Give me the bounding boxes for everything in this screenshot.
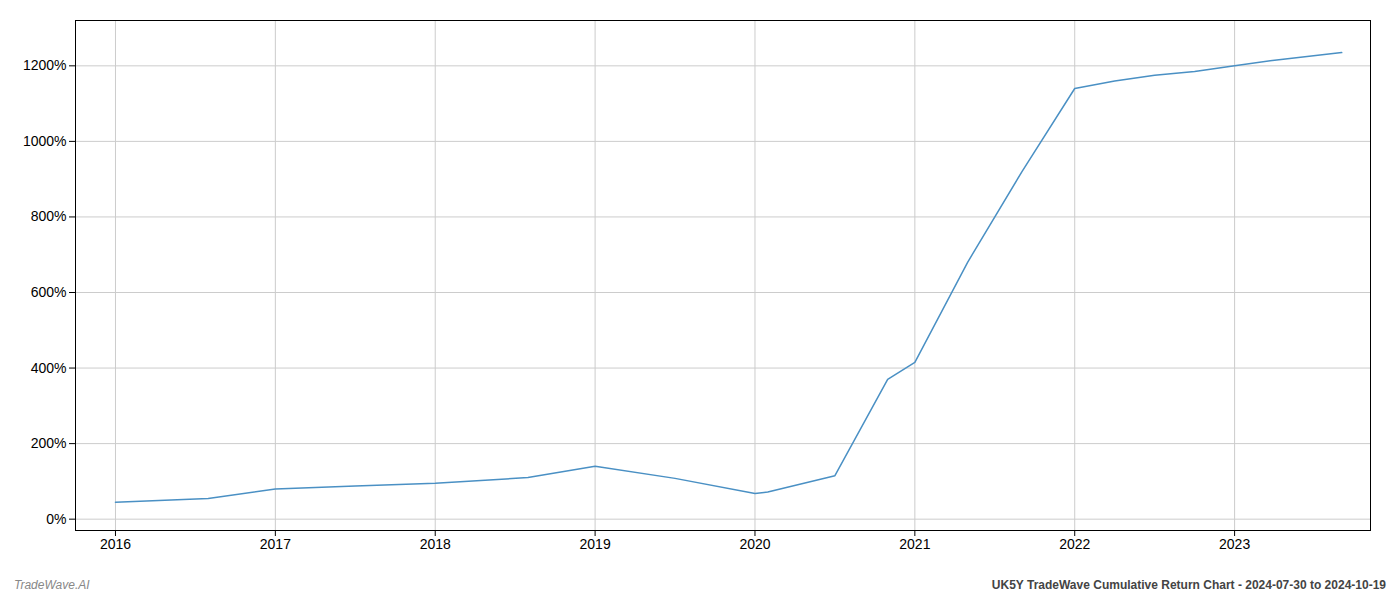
svg-text:600%: 600% — [31, 284, 67, 300]
svg-text:800%: 800% — [31, 208, 67, 224]
svg-text:1000%: 1000% — [23, 133, 67, 149]
svg-text:2016: 2016 — [100, 536, 131, 552]
html-text:TradeWave.AI: TradeWave.AI — [14, 578, 90, 592]
svg-text:2020: 2020 — [739, 536, 770, 552]
svg-text:2023: 2023 — [1219, 536, 1250, 552]
svg-text:1200%: 1200% — [23, 57, 67, 73]
svg-text:2018: 2018 — [420, 536, 451, 552]
html-text:UK5Y TradeWave Cumulative Retu: UK5Y TradeWave Cumulative Return Chart -… — [991, 578, 1386, 592]
svg-text:2021: 2021 — [899, 536, 930, 552]
svg-text:2019: 2019 — [580, 536, 611, 552]
svg-text:2017: 2017 — [260, 536, 291, 552]
svg-text:200%: 200% — [31, 435, 67, 451]
svg-text:2022: 2022 — [1059, 536, 1090, 552]
svg-text:0%: 0% — [46, 511, 66, 527]
svg-text:400%: 400% — [31, 360, 67, 376]
